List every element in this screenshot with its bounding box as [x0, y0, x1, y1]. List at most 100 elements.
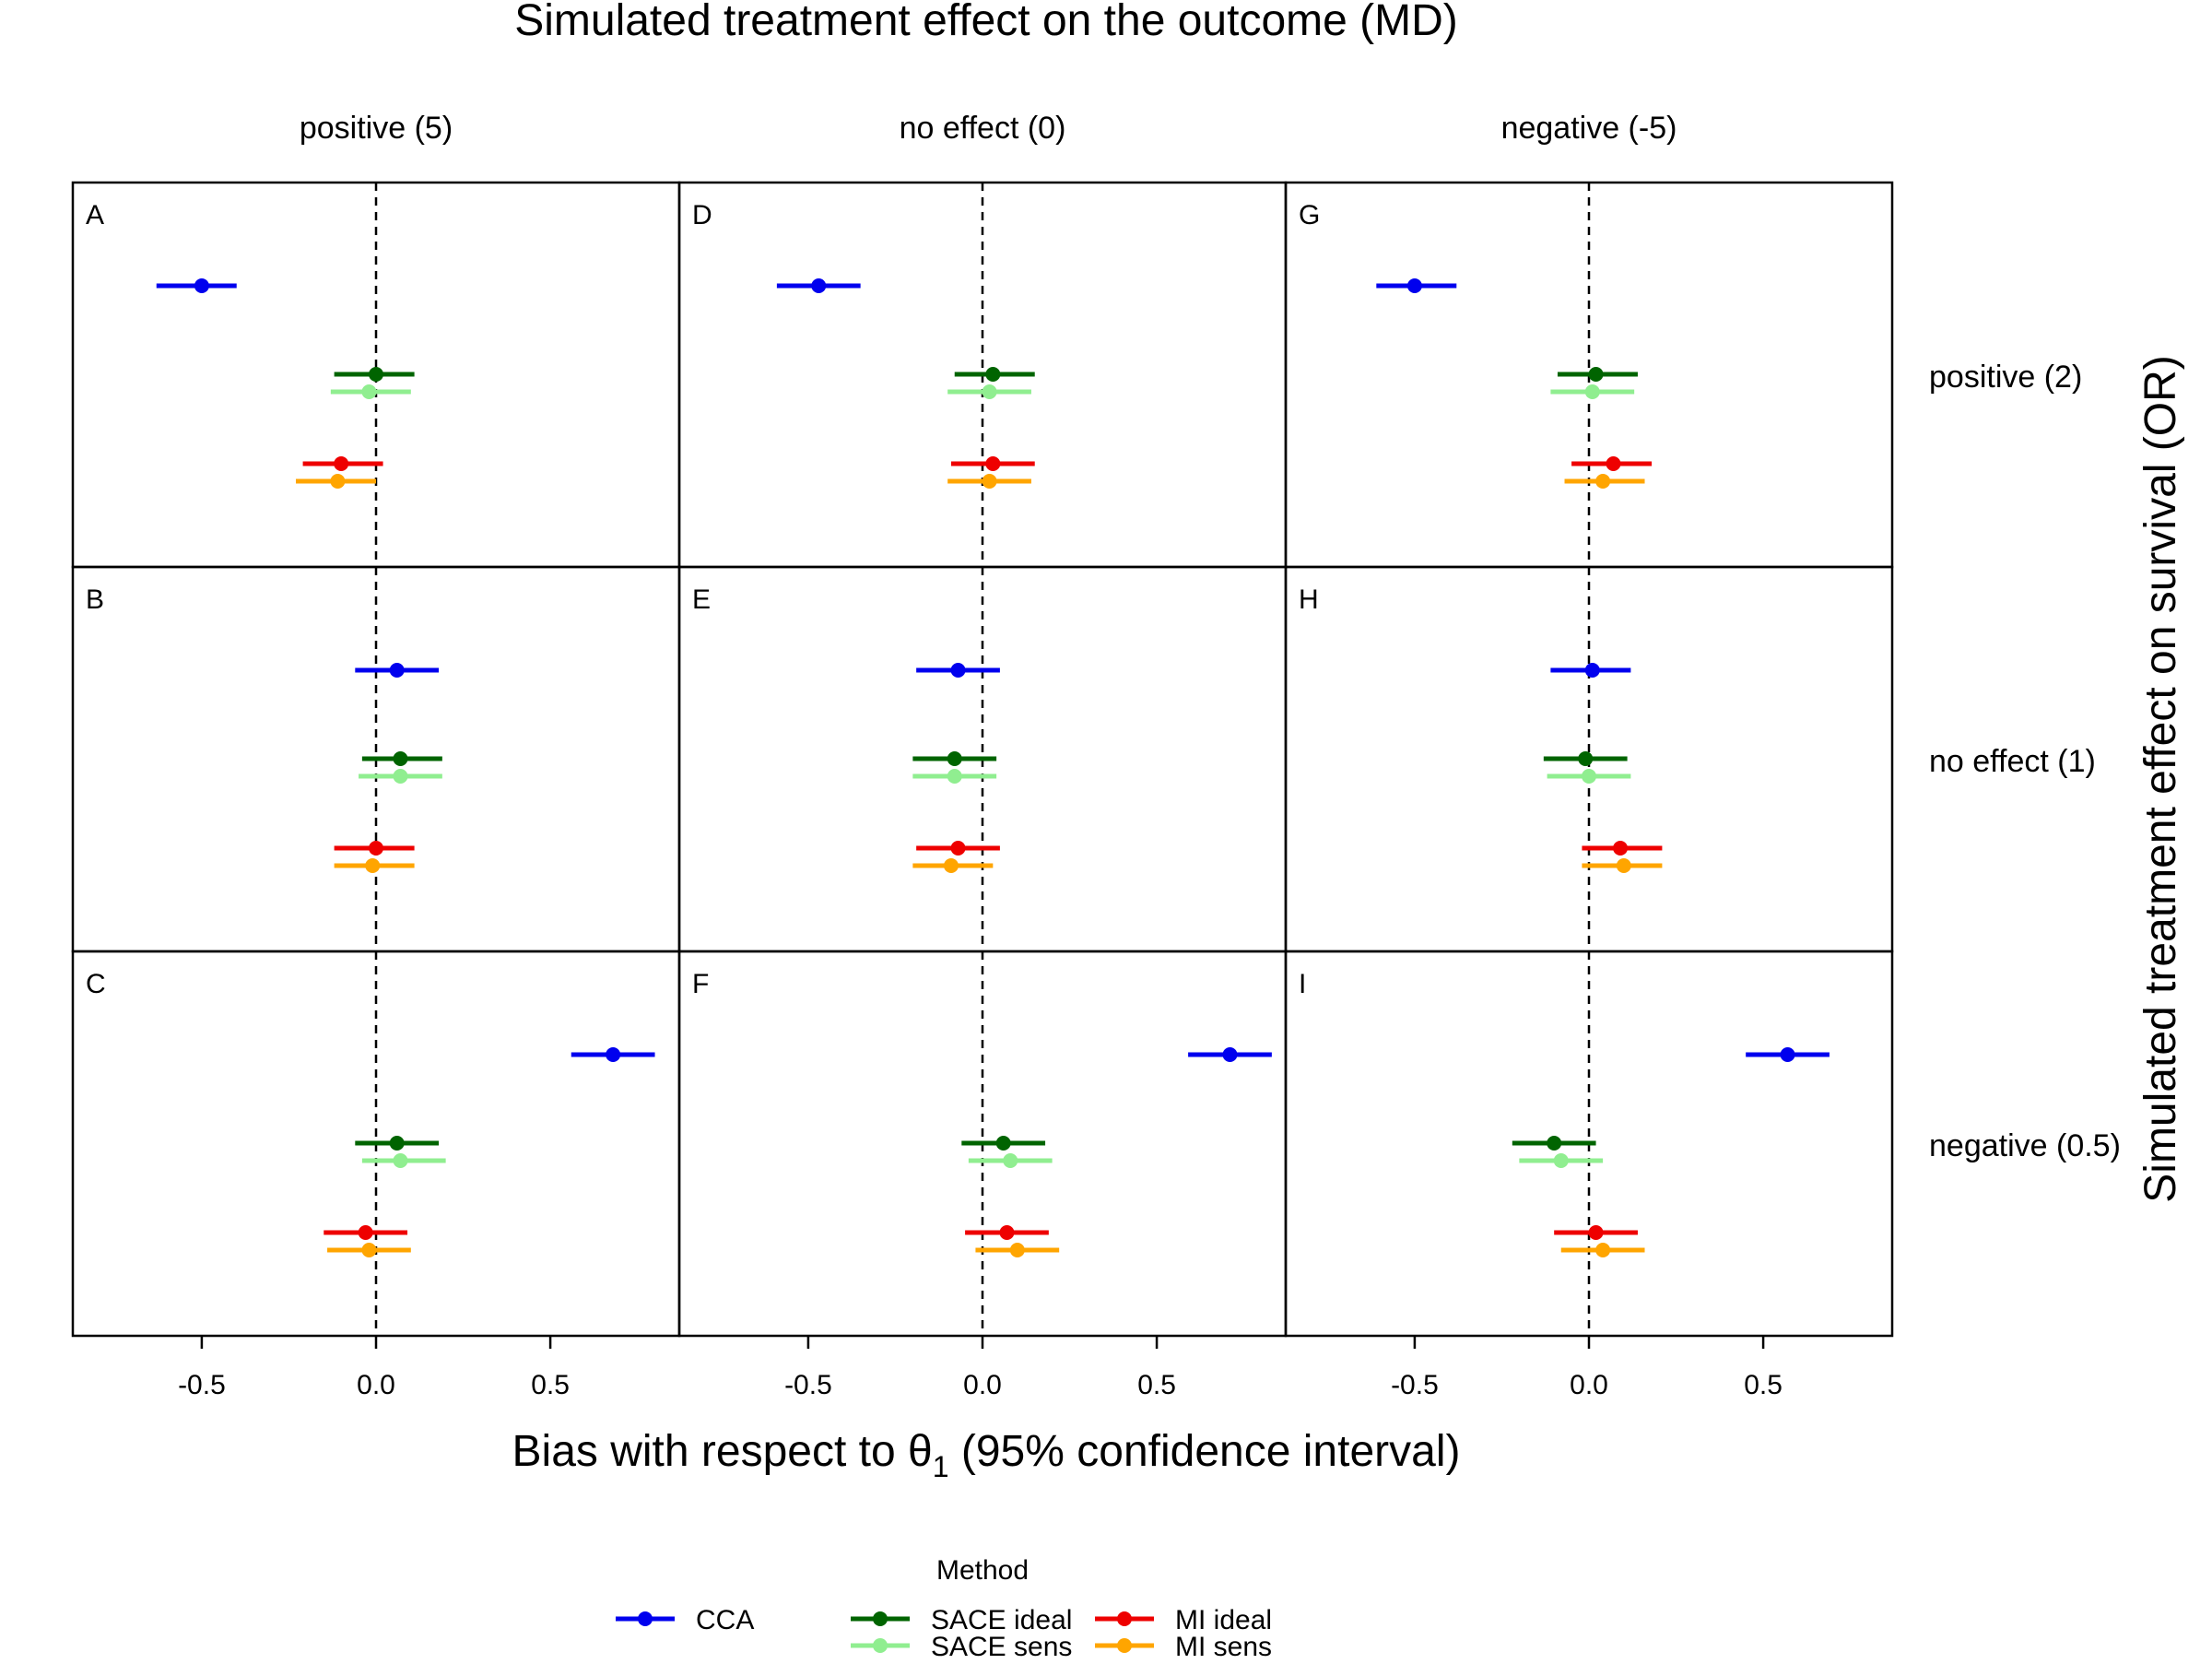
x-tick-label: -0.5: [784, 1370, 832, 1400]
panel-letter: A: [86, 200, 104, 230]
legend-item-cca: CCA: [616, 1605, 754, 1635]
ci-sace-ideal-point: [1547, 1136, 1562, 1151]
ci-sace-sens-point: [393, 769, 408, 784]
panel-b: B: [71, 565, 681, 953]
panel-grid: A B C D E F G H I: [71, 181, 1894, 1338]
ci-sace-ideal-point: [947, 751, 962, 766]
column-label-negative: negative (-5): [1501, 111, 1677, 146]
panel-h: H: [1284, 565, 1894, 953]
ci-cca-point: [1406, 278, 1422, 293]
panel-letter: H: [1299, 584, 1319, 615]
panel-letter: D: [692, 200, 712, 230]
chart-title: Simulated treatment effect on the outcom…: [514, 0, 1458, 45]
x-tick-label: -0.5: [1391, 1370, 1439, 1400]
legend-swatch-point: [1117, 1611, 1132, 1626]
ci-sace-ideal-point: [389, 1136, 405, 1151]
ci-sace-sens-point: [1582, 769, 1596, 784]
ci-mi-ideal-point: [334, 456, 349, 471]
legend-label: SACE ideal: [931, 1605, 1072, 1635]
x-axis-label-main: Bias with respect to θ: [512, 1427, 933, 1476]
panel-e: E: [677, 565, 1288, 953]
panel-f: F: [677, 950, 1288, 1338]
panel-letter: B: [86, 584, 104, 615]
legend-item-sace-ideal: SACE ideal: [851, 1605, 1072, 1635]
ci-cca-point: [1584, 663, 1600, 678]
panel-g: G: [1284, 181, 1894, 569]
ci-mi-ideal-point: [950, 841, 966, 856]
panel-letter: I: [1299, 969, 1306, 999]
column-label-positive: positive (5): [300, 111, 453, 146]
ci-mi-sens-point: [365, 858, 381, 873]
ci-sace-sens-point: [982, 384, 997, 399]
ci-mi-ideal-point: [1606, 456, 1621, 471]
ci-mi-sens-point: [361, 1243, 377, 1257]
legend-item-mi-ideal: MI ideal: [1095, 1605, 1272, 1635]
x-axis-label-rest: (95% confidence interval): [949, 1427, 1461, 1476]
panel-letter: C: [86, 969, 106, 999]
row-label-positive: positive (2): [1929, 360, 2082, 395]
legend-label: MI sens: [1175, 1632, 1272, 1659]
panel-d: D: [677, 181, 1288, 569]
ci-cca-point: [194, 278, 209, 293]
x-axis-col-2: -0.5 0.0 0.5: [784, 1336, 1176, 1400]
legend-swatch-point: [1117, 1638, 1132, 1653]
ci-cca-point: [389, 663, 405, 678]
ci-sace-ideal-point: [1578, 751, 1594, 766]
x-tick-label: 0.5: [1137, 1370, 1176, 1400]
ci-sace-ideal-point: [985, 367, 1001, 382]
legend-title: Method: [936, 1555, 1029, 1586]
row-label-no-effect: no effect (1): [1929, 744, 2096, 779]
ci-mi-sens-point: [330, 474, 346, 489]
x-tick-label: 0.5: [531, 1370, 570, 1400]
legend-label: MI ideal: [1175, 1605, 1272, 1635]
legend-label: SACE sens: [931, 1632, 1072, 1659]
x-tick-label: 0.0: [1570, 1370, 1608, 1400]
ci-mi-sens-point: [982, 474, 997, 489]
x-tick-label: 0.5: [1744, 1370, 1783, 1400]
x-axis-label-subscript: 1: [933, 1450, 949, 1483]
ci-mi-sens-point: [943, 858, 959, 873]
panel-i: I: [1284, 950, 1894, 1338]
ci-sace-sens-point: [393, 1153, 408, 1168]
ci-mi-ideal-point: [358, 1225, 373, 1240]
x-axis-col-1: -0.5 0.0 0.5: [178, 1336, 570, 1400]
ci-mi-ideal-point: [999, 1225, 1015, 1240]
ci-mi-sens-point: [1595, 474, 1611, 489]
x-tick-label: -0.5: [178, 1370, 226, 1400]
panel-c: C: [71, 950, 681, 1338]
legend-label: CCA: [696, 1605, 754, 1635]
row-label-negative: negative (0.5): [1929, 1128, 2121, 1163]
ci-mi-ideal-point: [985, 456, 1001, 471]
legend-item-mi-sens: MI sens: [1095, 1632, 1272, 1662]
ci-sace-sens-point: [947, 769, 962, 784]
ci-sace-ideal-point: [995, 1136, 1011, 1151]
ci-sace-sens-point: [1553, 1153, 1569, 1168]
ci-sace-ideal-point: [369, 367, 383, 382]
y-axis-label: Simulated treatment effect on survival (…: [2136, 355, 2185, 1202]
panel-letter: E: [692, 584, 711, 615]
legend-item-sace-sens: SACE sens: [851, 1632, 1072, 1662]
ci-sace-sens-point: [1003, 1153, 1018, 1168]
x-tick-label: 0.0: [963, 1370, 1002, 1400]
legend-swatch-point: [873, 1611, 888, 1626]
legend-swatch-point: [873, 1638, 888, 1653]
panel-a: A: [71, 181, 681, 569]
ci-cca-point: [606, 1047, 621, 1062]
ci-mi-ideal-point: [369, 841, 383, 856]
column-label-no-effect: no effect (0): [900, 111, 1066, 146]
x-axis-col-3: -0.5 0.0 0.5: [1391, 1336, 1783, 1400]
ci-mi-sens-point: [1009, 1243, 1025, 1257]
x-axis-label: Bias with respect to θ1 (95% confidence …: [512, 1427, 1461, 1483]
ci-mi-ideal-point: [1613, 841, 1629, 856]
ci-sace-ideal-point: [393, 751, 408, 766]
ci-mi-sens-point: [1595, 1243, 1611, 1257]
ci-cca-point: [1780, 1047, 1795, 1062]
legend-swatch-point: [638, 1611, 653, 1626]
ci-mi-sens-point: [1616, 858, 1631, 873]
ci-sace-ideal-point: [1588, 367, 1604, 382]
ci-cca-point: [950, 663, 966, 678]
ci-mi-ideal-point: [1588, 1225, 1604, 1240]
panel-letter: G: [1299, 200, 1320, 230]
